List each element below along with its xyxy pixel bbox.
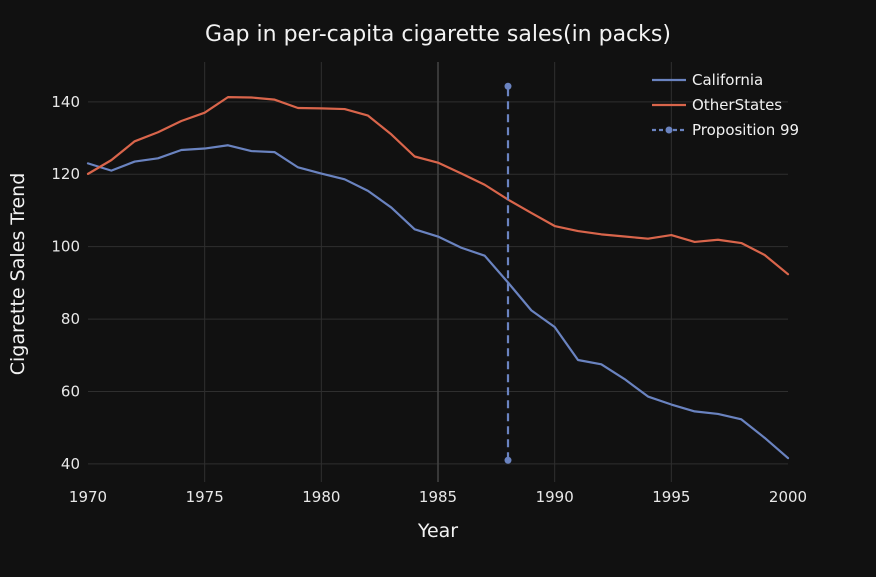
legend: California OtherStates Proposition 99	[652, 71, 799, 139]
series-layer	[86, 82, 790, 464]
series-line-otherstates	[86, 96, 790, 276]
x-tick-label: 1970	[69, 488, 107, 506]
legend-label-proposition-99[interactable]: Proposition 99	[692, 121, 799, 139]
series-marker-proposition-99	[504, 82, 512, 90]
grid	[88, 62, 788, 482]
x-tick-label: 1985	[419, 488, 457, 506]
chart-title: Gap in per-capita cigarette sales(in pac…	[205, 22, 671, 47]
legend-marker-proposition-99	[665, 126, 673, 134]
legend-label-otherstates[interactable]: OtherStates	[692, 96, 782, 114]
y-tick-label: 140	[51, 93, 80, 111]
x-tick-label: 1995	[652, 488, 690, 506]
y-axis-label: Cigarette Sales Trend	[7, 173, 29, 376]
x-tick-label: 1980	[302, 488, 340, 506]
y-tick-label: 40	[61, 455, 80, 473]
y-tick-label: 120	[51, 165, 80, 183]
x-axis-label: Year	[417, 520, 458, 542]
series-marker-proposition-99	[504, 456, 512, 464]
y-tick-label: 60	[61, 382, 80, 400]
axes: 40 60 80 100 120 140 1970 1975 1980 1985 1990 1995 2…	[51, 93, 807, 506]
x-tick-label: 1975	[186, 488, 224, 506]
y-tick-label: 100	[51, 238, 80, 256]
x-tick-label: 2000	[769, 488, 807, 506]
y-tick-label: 80	[61, 310, 80, 328]
x-tick-label: 1990	[536, 488, 574, 506]
legend-label-california[interactable]: California	[692, 71, 763, 89]
series-line-california	[86, 144, 790, 460]
